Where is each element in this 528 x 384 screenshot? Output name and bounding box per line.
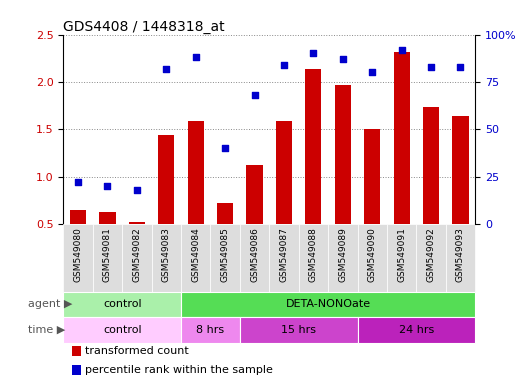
- Text: time ▶: time ▶: [29, 325, 65, 335]
- Text: GSM549083: GSM549083: [162, 227, 171, 282]
- Bar: [152, 224, 181, 291]
- Bar: [63, 224, 93, 291]
- Bar: [417, 224, 446, 291]
- Bar: [181, 291, 475, 317]
- Point: [427, 64, 435, 70]
- Text: GSM549080: GSM549080: [73, 227, 82, 282]
- Bar: [158, 135, 174, 224]
- Text: GSM549089: GSM549089: [338, 227, 347, 282]
- Bar: [364, 129, 380, 224]
- Bar: [335, 85, 351, 224]
- Bar: [217, 203, 233, 224]
- Text: DETA-NONOate: DETA-NONOate: [286, 300, 371, 310]
- Text: control: control: [103, 325, 142, 335]
- Bar: [187, 121, 204, 224]
- Bar: [305, 69, 322, 224]
- Point: [133, 187, 141, 193]
- Text: GSM549093: GSM549093: [456, 227, 465, 282]
- Bar: [328, 224, 357, 291]
- Point: [338, 56, 347, 62]
- Bar: [70, 210, 86, 224]
- Bar: [122, 224, 152, 291]
- Bar: [423, 106, 439, 224]
- Bar: [357, 224, 387, 291]
- Bar: [299, 224, 328, 291]
- Point: [368, 70, 376, 76]
- Bar: [181, 317, 240, 343]
- Bar: [211, 224, 240, 291]
- Text: GSM549084: GSM549084: [191, 227, 200, 282]
- Text: control: control: [103, 300, 142, 310]
- Bar: [387, 224, 417, 291]
- Text: transformed count: transformed count: [85, 346, 188, 356]
- Bar: [63, 291, 181, 317]
- Bar: [276, 121, 292, 224]
- Text: 24 hrs: 24 hrs: [399, 325, 434, 335]
- Point: [162, 66, 171, 72]
- Bar: [240, 224, 269, 291]
- Bar: [72, 365, 81, 375]
- Point: [250, 92, 259, 98]
- Point: [192, 54, 200, 60]
- Bar: [63, 317, 181, 343]
- Text: GSM549087: GSM549087: [279, 227, 288, 282]
- Text: GSM549088: GSM549088: [309, 227, 318, 282]
- Bar: [93, 224, 122, 291]
- Point: [309, 50, 318, 56]
- Text: GSM549081: GSM549081: [103, 227, 112, 282]
- Point: [398, 46, 406, 53]
- Text: GSM549090: GSM549090: [367, 227, 377, 282]
- Bar: [181, 224, 211, 291]
- Text: 8 hrs: 8 hrs: [196, 325, 224, 335]
- Text: GSM549091: GSM549091: [397, 227, 406, 282]
- Bar: [129, 222, 145, 224]
- Text: 15 hrs: 15 hrs: [281, 325, 316, 335]
- Point: [221, 145, 229, 151]
- Bar: [72, 346, 81, 356]
- Text: GDS4408 / 1448318_at: GDS4408 / 1448318_at: [63, 20, 225, 33]
- Bar: [99, 212, 116, 224]
- Text: GSM549092: GSM549092: [427, 227, 436, 282]
- Bar: [452, 116, 468, 224]
- Bar: [446, 224, 475, 291]
- Text: percentile rank within the sample: percentile rank within the sample: [85, 366, 272, 376]
- Point: [103, 183, 112, 189]
- Point: [456, 64, 465, 70]
- Bar: [393, 51, 410, 224]
- Bar: [357, 317, 475, 343]
- Text: agent ▶: agent ▶: [29, 300, 73, 310]
- Bar: [269, 224, 299, 291]
- Text: GSM549085: GSM549085: [221, 227, 230, 282]
- Text: GSM549086: GSM549086: [250, 227, 259, 282]
- Bar: [240, 317, 357, 343]
- Point: [74, 179, 82, 185]
- Bar: [247, 165, 262, 224]
- Text: GSM549082: GSM549082: [133, 227, 142, 282]
- Point: [280, 62, 288, 68]
